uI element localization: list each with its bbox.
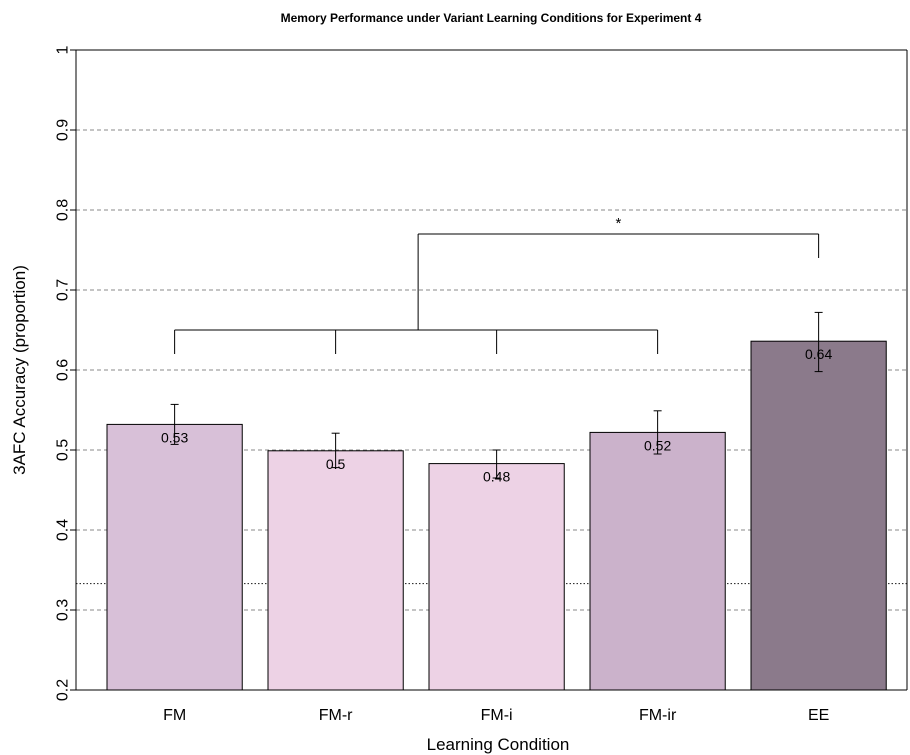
chart-title: Memory Performance under Variant Learnin… <box>281 11 702 25</box>
bar-FM-r <box>267 450 404 691</box>
y-tick-label: 0.6 <box>55 359 72 381</box>
bar-FM-ir <box>589 431 726 691</box>
bar-FM <box>106 423 243 691</box>
y-tick-label: 0.2 <box>55 679 72 701</box>
category-label: FM <box>163 707 186 724</box>
y-tick-label: 0.8 <box>55 199 72 221</box>
data-label: 0.52 <box>644 437 671 453</box>
category-label: FM-i <box>481 707 513 724</box>
bar-FM-i <box>428 463 565 691</box>
y-tick-label: 0.7 <box>55 279 72 301</box>
y-tick-label: 0.9 <box>55 119 72 141</box>
category-label: FM-r <box>319 707 353 724</box>
y-axis-label: 3AFC Accuracy (proportion) <box>10 265 29 475</box>
data-label: 0.5 <box>326 456 346 472</box>
y-tick-label: 0.5 <box>55 439 72 461</box>
category-label: EE <box>808 707 829 724</box>
category-label: FM-ir <box>639 707 677 724</box>
data-label: 0.48 <box>483 469 510 485</box>
y-tick-label: 0.3 <box>55 599 72 621</box>
y-tick-label: 1 <box>55 45 72 54</box>
data-label: 0.53 <box>161 429 188 445</box>
significance-label: * <box>615 215 621 232</box>
data-label: 0.64 <box>805 346 832 362</box>
x-axis-label: Learning Condition <box>427 735 570 754</box>
y-tick-label: 0.4 <box>55 519 72 541</box>
bar-EE <box>750 340 887 691</box>
